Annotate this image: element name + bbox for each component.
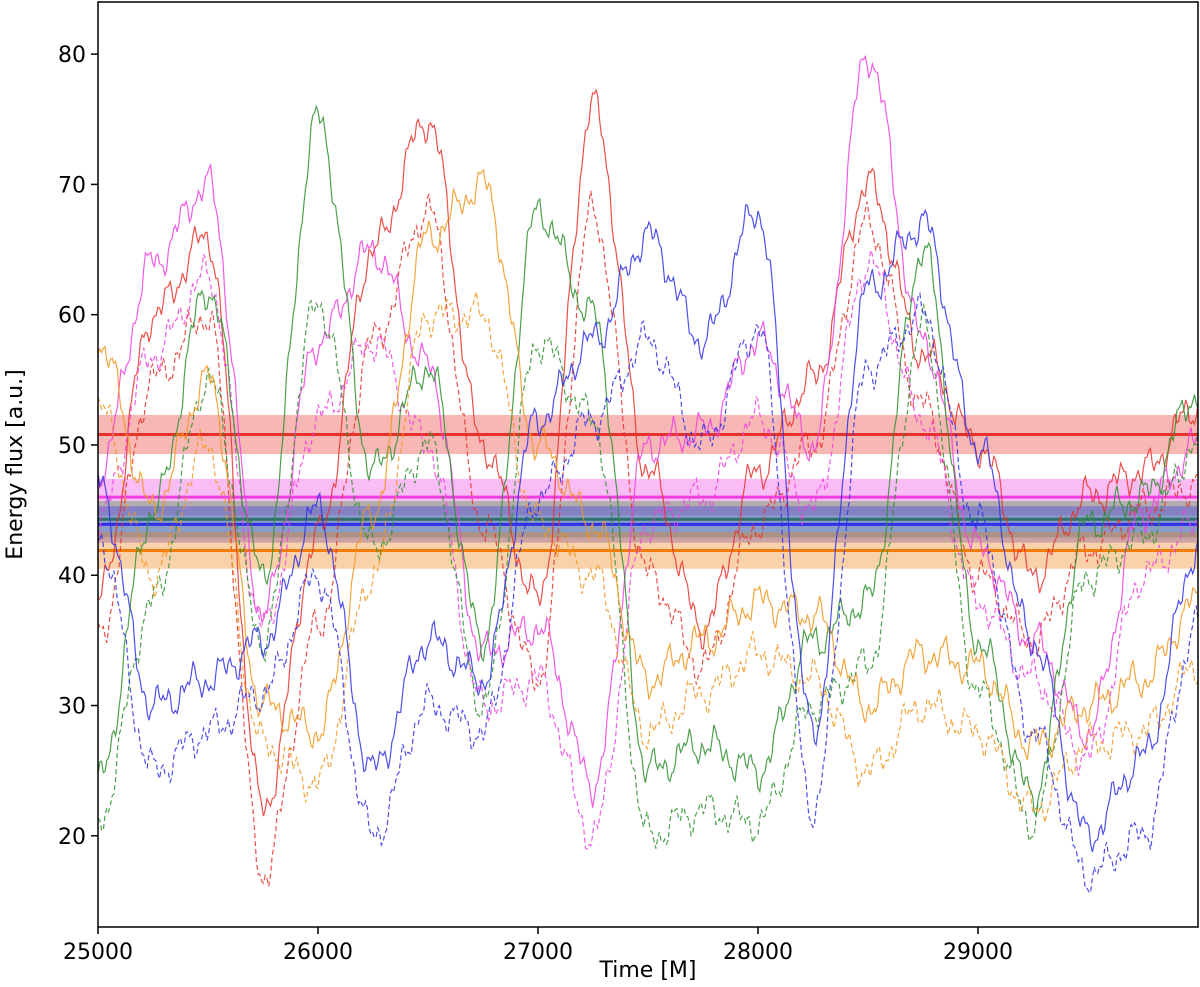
y-tick-label: 70 <box>58 173 86 198</box>
y-tick-label: 50 <box>58 434 86 459</box>
series-orange-dashed <box>97 291 1199 823</box>
series-blue-dashed <box>98 291 1199 894</box>
x-tick-label: 27000 <box>503 940 573 965</box>
series-lines <box>97 54 1199 894</box>
y-tick-label: 60 <box>58 304 86 329</box>
x-tick-label: 28000 <box>723 940 793 965</box>
series-magenta-dashed <box>97 249 1199 850</box>
series-green-dashed <box>97 298 1199 849</box>
series-green <box>97 104 1199 819</box>
series-orange <box>97 168 1199 760</box>
y-tick-label: 20 <box>58 825 86 850</box>
x-tick-label: 26000 <box>283 940 353 965</box>
series-blue <box>97 204 1199 853</box>
y-axis-label: Energy flux [a.u.] <box>3 369 28 559</box>
plot-frame <box>97 1 1199 928</box>
x-tick-label: 29000 <box>943 940 1013 965</box>
axis-ticks: 25000 26000 27000 28000 29000 20 30 40 50 60 70 80 <box>58 43 1013 965</box>
y-tick-label: 40 <box>58 564 86 589</box>
series-red <box>97 88 1199 817</box>
y-tick-label: 80 <box>58 43 86 68</box>
y-tick-label: 30 <box>58 695 86 720</box>
x-tick-label: 25000 <box>63 940 133 965</box>
series-magenta <box>97 54 1199 808</box>
series-red-dashed <box>97 190 1199 887</box>
x-axis-label: Time [M] <box>599 958 697 983</box>
